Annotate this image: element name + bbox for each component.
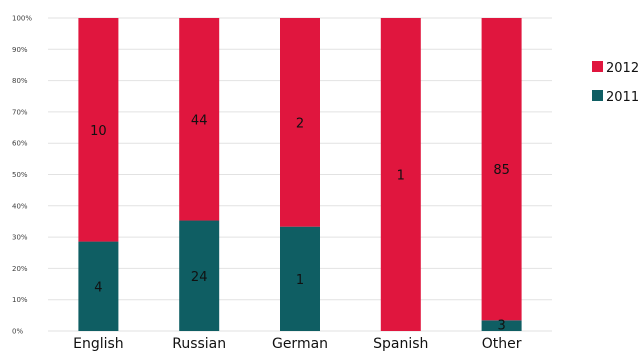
bar-segment-2011-russian: [179, 220, 220, 331]
data-label: 2: [296, 116, 304, 131]
x-category-label: German: [272, 336, 328, 352]
bar-segment-2012-german: [280, 18, 320, 227]
y-tick-label: 90%: [12, 46, 28, 54]
legend-swatch: [592, 90, 603, 101]
y-tick-label: 50%: [12, 171, 28, 179]
data-labels: 4 10 24 44 1 2 1 3 85: [90, 113, 510, 333]
data-label: 3: [497, 319, 505, 334]
y-tick-label: 100%: [12, 15, 32, 23]
data-label: 85: [493, 163, 510, 178]
data-label: 10: [90, 124, 107, 139]
x-category-label: Other: [482, 336, 522, 352]
y-tick-label: 70%: [12, 108, 28, 116]
data-label: 24: [191, 270, 208, 285]
data-label: 1: [397, 169, 405, 184]
legend: 2012 2011: [592, 61, 639, 105]
y-axis-ticks: 0% 10% 20% 30% 40% 50% 60% 70% 80% 90% 100%: [12, 15, 32, 336]
bar-segment-2011-other: [481, 320, 522, 331]
bar-segment-2011-english: [78, 241, 119, 331]
bar-segment-2012-spanish: [380, 18, 421, 331]
x-axis-labels: English Russian German Spanish Other: [73, 336, 522, 352]
legend-label: 2012: [606, 61, 639, 76]
y-tick-label: 20%: [12, 265, 28, 273]
bar-segment-2012-english: [78, 18, 119, 242]
x-category-label: English: [73, 336, 124, 352]
data-label: 44: [191, 113, 208, 128]
x-category-label: Spanish: [373, 336, 428, 352]
y-tick-label: 80%: [12, 77, 28, 85]
y-tick-label: 30%: [12, 234, 28, 242]
bars: [78, 18, 522, 331]
bar-segment-2012-other: [481, 18, 522, 321]
bar-segment-2012-russian: [179, 18, 220, 221]
x-category-label: Russian: [172, 336, 226, 352]
y-tick-label: 40%: [12, 202, 28, 210]
data-label: 1: [296, 273, 304, 288]
y-tick-label: 0%: [12, 328, 23, 336]
y-tick-label: 60%: [12, 140, 28, 148]
y-tick-label: 10%: [12, 296, 28, 304]
legend-label: 2011: [606, 90, 639, 105]
data-label: 4: [94, 280, 102, 295]
legend-swatch: [592, 61, 603, 72]
bar-segment-2011-german: [280, 226, 320, 331]
